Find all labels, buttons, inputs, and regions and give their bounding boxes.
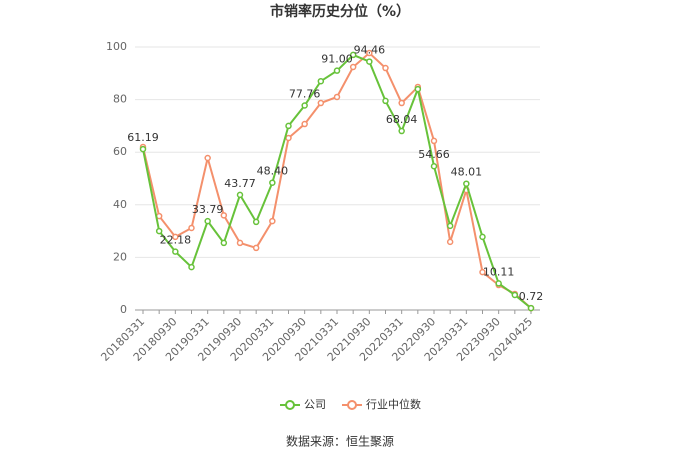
data-point	[220, 239, 228, 247]
data-point	[382, 97, 389, 105]
data-label: 33.79	[192, 203, 224, 216]
data-point	[463, 180, 470, 187]
data-point	[446, 238, 454, 246]
data-point	[252, 218, 260, 226]
data-point	[252, 244, 260, 252]
data-label: 48.40	[257, 165, 289, 178]
data-point	[139, 145, 147, 153]
data-point	[527, 304, 535, 312]
legend-marker	[347, 400, 357, 410]
data-label: 77.76	[289, 87, 321, 100]
data-point	[317, 99, 325, 107]
data-point	[317, 77, 325, 85]
data-label: 10.11	[483, 265, 515, 278]
data-point	[366, 58, 373, 65]
source-note: 数据来源：恒生聚源	[286, 434, 394, 449]
data-point	[333, 67, 341, 74]
data-point	[495, 280, 502, 287]
data-point	[511, 291, 519, 299]
data-label: 68.04	[386, 113, 418, 126]
legend-label: 行业中位数	[366, 397, 421, 411]
data-point	[333, 93, 341, 101]
data-point	[349, 63, 357, 71]
y-tick-label: 20	[113, 250, 127, 263]
data-point	[349, 51, 357, 59]
data-point	[285, 134, 292, 142]
data-point	[204, 154, 211, 162]
data-point	[446, 222, 454, 230]
legend-marker	[285, 400, 295, 410]
data-point	[285, 122, 292, 130]
data-point	[414, 85, 422, 93]
data-label: 54.66	[418, 148, 450, 161]
data-label: 61.19	[127, 131, 159, 144]
data-point	[220, 212, 228, 219]
data-point	[430, 162, 438, 170]
chart-title: 市销率历史分位（%）	[270, 3, 410, 20]
data-label: 91.00	[321, 53, 353, 66]
data-label: 94.46	[354, 44, 386, 57]
data-point	[188, 263, 195, 271]
y-tick-label: 80	[113, 93, 127, 106]
data-point	[382, 64, 389, 72]
data-point	[172, 233, 179, 241]
data-point	[155, 227, 163, 235]
y-tick-label: 60	[113, 145, 127, 158]
data-point	[172, 248, 179, 255]
data-point	[301, 102, 308, 109]
legend-label: 公司	[304, 398, 326, 411]
data-point	[269, 217, 276, 225]
data-point	[398, 127, 405, 135]
data-point	[398, 99, 405, 107]
y-tick-label: 40	[113, 198, 127, 211]
data-point	[204, 217, 211, 225]
data-point	[430, 137, 438, 145]
data-point	[236, 191, 244, 199]
data-label: 0.72	[519, 290, 544, 303]
data-point	[479, 233, 486, 241]
data-label: 22.18	[160, 234, 192, 247]
data-point	[269, 179, 276, 186]
y-tick-label: 100	[106, 40, 127, 53]
data-point	[479, 268, 486, 276]
data-label: 43.77	[224, 177, 256, 190]
legend-item[interactable]: 公司	[280, 398, 326, 411]
data-label: 48.01	[451, 166, 483, 179]
y-tick-label: 0	[120, 303, 127, 316]
series-line	[142, 51, 532, 309]
data-point	[236, 239, 244, 247]
data-point	[188, 224, 195, 232]
data-point	[366, 49, 373, 57]
data-point	[301, 120, 308, 128]
legend-item[interactable]: 行业中位数	[342, 397, 421, 411]
series-line	[142, 53, 532, 309]
